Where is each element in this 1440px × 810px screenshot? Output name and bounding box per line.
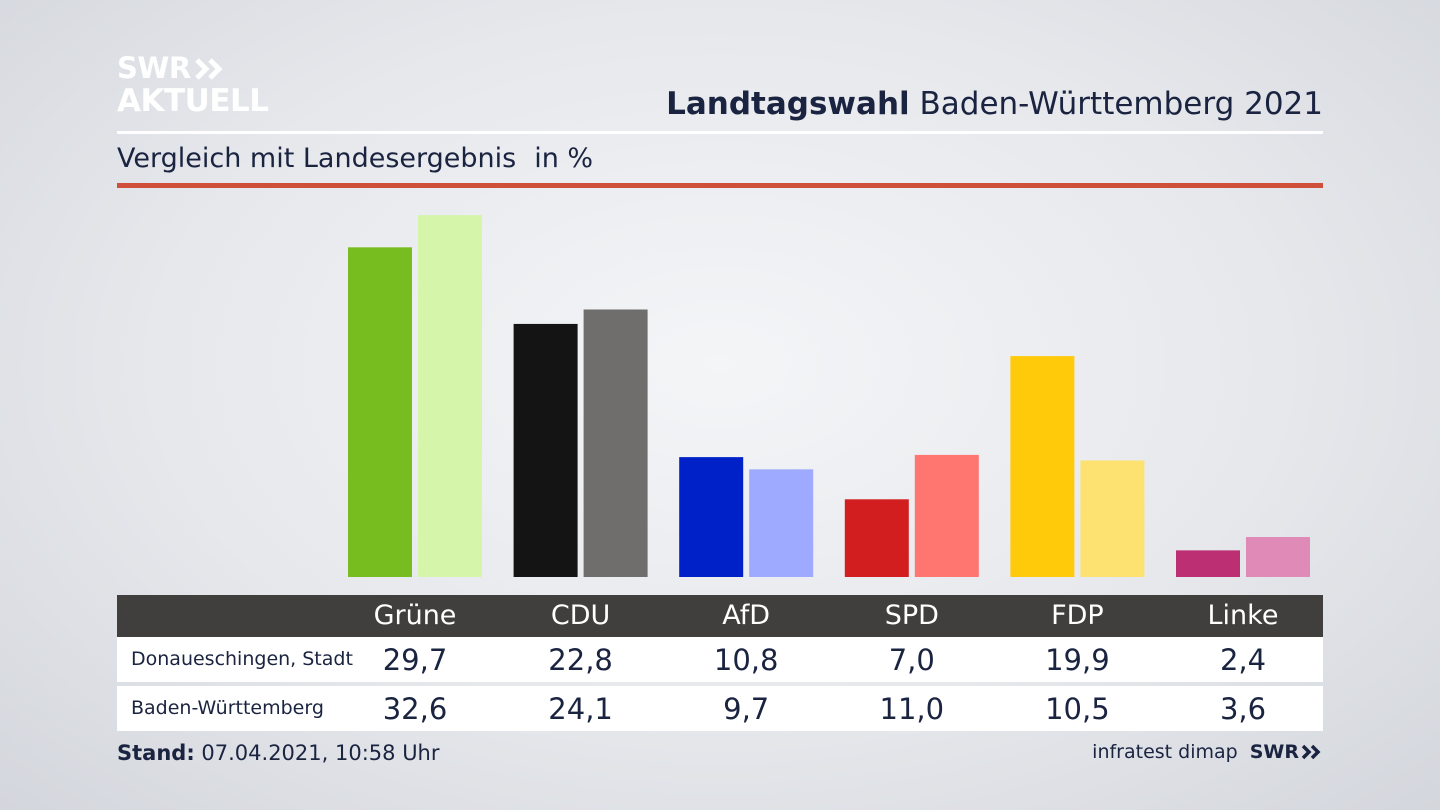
- table-cell-value: 29,7: [382, 643, 448, 677]
- chart-subtitle-text: Vergleich mit Landesergebnis: [117, 143, 517, 174]
- source-text: infratest dimap: [1092, 741, 1238, 763]
- accent-divider: [117, 183, 1323, 188]
- table-row: Baden-Württemberg 32,6 24,1 9,7 11,0 10,5 3,6: [117, 686, 1323, 731]
- table-cell-value: 2,4: [1219, 643, 1267, 677]
- table-cell-value: 9,7: [723, 692, 770, 726]
- bar-grüne-series-2: [418, 215, 482, 577]
- table-cell-value: 10,5: [1045, 692, 1110, 726]
- row-label: Baden-Württemberg: [131, 697, 324, 719]
- bar-afd-series-2: [749, 469, 814, 577]
- bar-cdu-series-1: [513, 323, 578, 577]
- logo-aktuell-text: AKTUELL: [117, 83, 269, 119]
- table-cell-value: 7,0: [888, 643, 935, 677]
- column-header-linke: Linke: [1207, 600, 1279, 631]
- column-header-grüne: Grüne: [373, 600, 457, 631]
- swr-small-logo-text: SWR: [1249, 741, 1299, 763]
- bar-spd-series-2: [914, 454, 979, 577]
- column-header-cdu: CDU: [550, 600, 611, 631]
- bar-chart: [348, 215, 1310, 577]
- row-label: Donaueschingen, Stadt: [131, 648, 353, 670]
- swr-aktuell-logo: SWR AKTUELL: [117, 54, 269, 117]
- table-cell-value: 3,6: [1219, 692, 1267, 726]
- bar-fdp-series-1: [1010, 356, 1075, 577]
- column-header-fdp: FDP: [1051, 600, 1104, 631]
- column-header-afd: AfD: [722, 600, 771, 631]
- chevron-right-icon: [1301, 744, 1321, 760]
- chart-subtitle: Vergleich mit Landesergebnis in %: [117, 143, 593, 174]
- table-cell-value: 32,6: [382, 692, 448, 726]
- table-cell-value: 24,1: [548, 692, 613, 726]
- timestamp-value: 07.04.2021, 10:58 Uhr: [201, 741, 440, 765]
- table-row: Donaueschingen, Stadt 29,7 22,8 10,8 7,0 19,…: [117, 637, 1323, 682]
- page-title: Landtagswahl Baden-Württemberg 2021: [666, 86, 1323, 122]
- table-cell-value: 10,8: [713, 643, 779, 677]
- chart-unit: in %: [534, 143, 594, 174]
- page-title-rest: Baden-Württemberg 2021: [919, 86, 1323, 122]
- chevron-right-icon: [194, 57, 223, 80]
- bar-fdp-series-2: [1080, 460, 1145, 577]
- table-header: Grüne CDU AfD SPD FDP Linke: [117, 595, 1323, 637]
- title-divider: [117, 131, 1323, 134]
- bar-cdu-series-2: [583, 309, 648, 577]
- results-table: Grüne CDU AfD SPD FDP Linke Donaueschingen, S…: [117, 595, 1323, 731]
- timestamp: Stand: 07.04.2021, 10:58 Uhr: [117, 741, 440, 765]
- bar-grüne-series-1: [348, 247, 412, 577]
- bar-linke-series-2: [1246, 537, 1310, 577]
- bar-linke-series-1: [1176, 550, 1240, 577]
- table-cell-value: 11,0: [879, 692, 945, 726]
- source-credit: infratest dimap SWR: [1092, 741, 1323, 763]
- bar-spd-series-1: [844, 499, 909, 577]
- table-cell-value: 19,9: [1045, 643, 1110, 677]
- timestamp-label: Stand:: [117, 741, 195, 765]
- page-title-bold: Landtagswahl: [666, 86, 910, 122]
- swr-small-logo: SWR: [1250, 741, 1323, 763]
- table-cell-value: 22,8: [548, 643, 613, 677]
- logo-swr-text: SWR: [117, 51, 191, 85]
- column-header-spd: SPD: [884, 600, 939, 631]
- bar-afd-series-1: [679, 457, 744, 577]
